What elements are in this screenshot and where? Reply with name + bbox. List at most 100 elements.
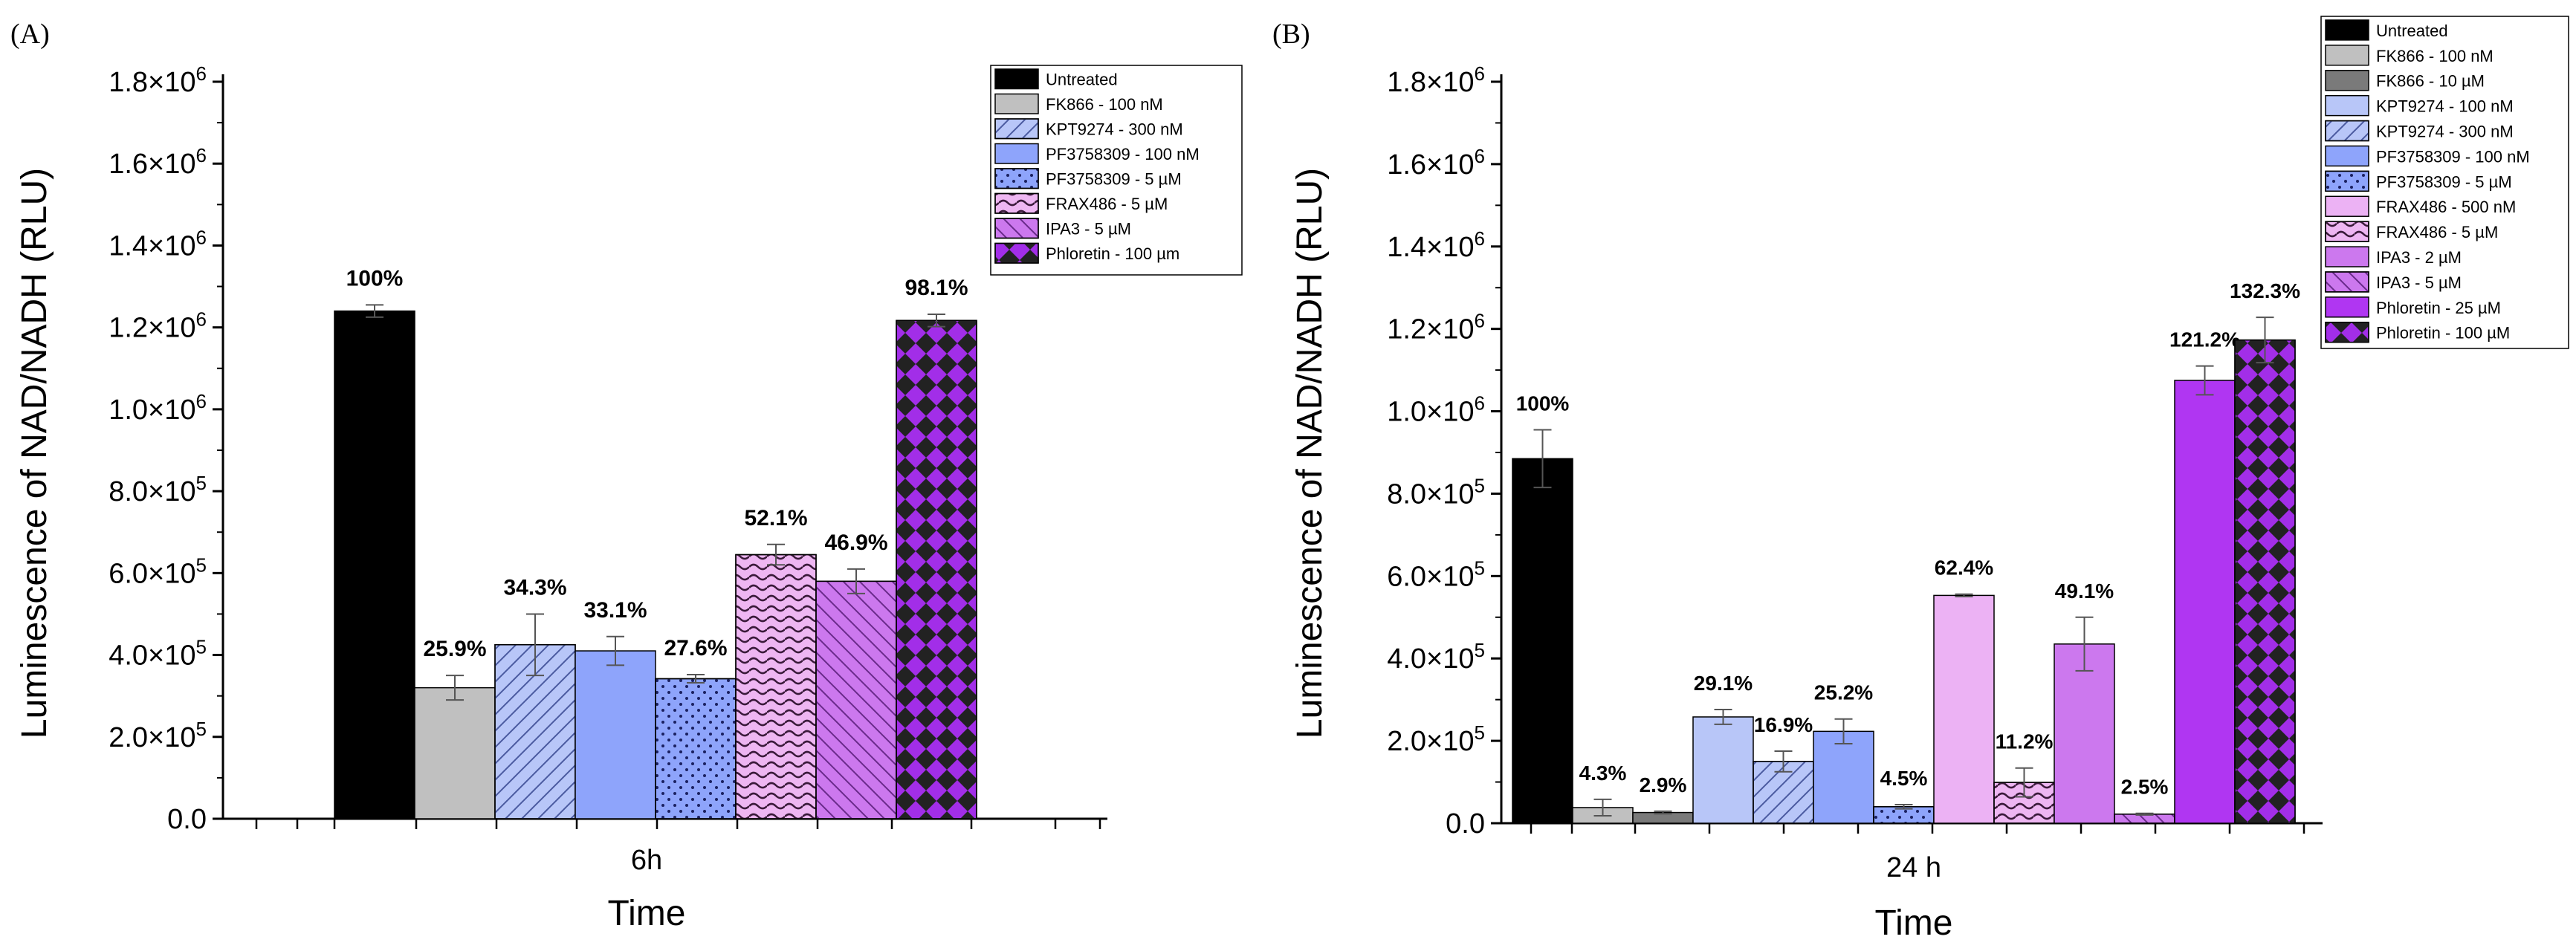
bar-pattern <box>815 580 897 819</box>
legend-label: FRAX486 - 5 µM <box>1046 195 1168 213</box>
y-tick-label: 8.0×105 <box>109 472 207 507</box>
legend-swatch <box>994 143 1039 164</box>
panel-label: (A) <box>10 19 50 50</box>
data-label: 2.9% <box>1640 773 1687 796</box>
bar <box>334 310 415 819</box>
legend-swatch <box>2325 246 2369 267</box>
legend-label: KPT9274 - 300 nM <box>1046 120 1183 139</box>
legend-swatch <box>2325 19 2369 41</box>
legend-label: Phloretin - 100 µm <box>1046 244 1179 263</box>
bar <box>2174 380 2236 824</box>
chart-panel-b: (B) 0.0 2.0×105 4.0×105 6.0×105 8.0×105 1.0×10… <box>1272 16 2569 943</box>
legend-label: PF3758309 - 100 nM <box>2376 147 2530 166</box>
legend-swatch-pattern <box>994 118 1039 140</box>
legend-swatch <box>2325 195 2369 217</box>
legend-label: PF3758309 - 5 µM <box>1046 170 1182 189</box>
y-tick-label: 1.4×106 <box>1387 227 1485 263</box>
legend-swatch-pattern <box>2325 221 2369 242</box>
chart-panel-a: (A) 0.0 2.0×105 4.0×105 6.0×105 8.0×105 1.0×10… <box>10 19 1243 933</box>
legend-label: FRAX486 - 500 nM <box>2376 198 2516 216</box>
legend-label: KPT9274 - 100 nM <box>2376 97 2514 116</box>
y-tick-label: 6.0×105 <box>109 554 207 589</box>
y-tick-label: 1.2×106 <box>1387 310 1485 345</box>
legend-label: FK866 - 100 nM <box>1046 95 1163 114</box>
y-tick-label: 2.0×105 <box>109 718 207 753</box>
data-label: 62.4% <box>1935 556 1993 580</box>
bar-pattern <box>2234 339 2296 824</box>
data-label: 4.3% <box>1579 762 1627 785</box>
bar-pattern <box>896 319 977 819</box>
y-tick-label: 1.0×106 <box>109 390 207 426</box>
bar-pattern <box>655 678 737 819</box>
data-label: 52.1% <box>744 506 807 530</box>
y-tick-label: 1.6×106 <box>1387 145 1485 181</box>
legend-label: FK866 - 10 µM <box>2376 72 2485 91</box>
legend-swatch <box>2325 145 2369 167</box>
data-label: 132.3% <box>2230 279 2300 302</box>
bar <box>1512 458 1573 824</box>
y-tick-label: 0.0 <box>1446 808 1485 840</box>
legend-swatch-pattern <box>994 168 1039 189</box>
x-category-label: 24 h <box>1886 852 1941 883</box>
legend-label: Untreated <box>1046 71 1118 89</box>
legend-label: KPT9274 - 300 nM <box>2376 123 2514 141</box>
data-label: 29.1% <box>1694 672 1753 695</box>
x-axis-label: Time <box>1875 903 1953 943</box>
bar <box>1933 594 1995 824</box>
bar <box>1813 730 1874 824</box>
y-tick-label: 4.0×105 <box>109 636 207 672</box>
data-label: 98.1% <box>904 276 968 300</box>
bar <box>575 650 656 819</box>
data-label: 27.6% <box>664 636 727 660</box>
data-label: 49.1% <box>2055 580 2114 603</box>
data-label: 16.9% <box>1754 713 1813 736</box>
legend-swatch <box>994 93 1039 114</box>
y-tick-label: 2.0×105 <box>1387 721 1485 757</box>
legend-label: Phloretin - 100 µM <box>2376 324 2510 343</box>
data-label: 46.9% <box>824 530 887 555</box>
bar-pattern <box>735 554 817 819</box>
legend-swatch-pattern <box>994 242 1039 264</box>
legend-swatch <box>994 68 1039 90</box>
data-label: 33.1% <box>583 598 647 623</box>
y-tick-label: 6.0×105 <box>1387 556 1485 592</box>
legend-label: PF3758309 - 100 nM <box>1046 145 1200 163</box>
legend-swatch-pattern <box>994 218 1039 239</box>
y-tick-label: 1.2×106 <box>109 308 207 344</box>
data-label: 25.9% <box>423 637 486 661</box>
y-tick-label: 1.8×106 <box>1387 62 1485 98</box>
bar <box>414 687 496 819</box>
y-tick-label: 1.8×106 <box>109 62 207 98</box>
legend-label: IPA3 - 2 µM <box>2376 248 2462 267</box>
legend-swatch-pattern <box>2325 120 2369 142</box>
data-label: 11.2% <box>1996 730 2054 753</box>
legend-label: FRAX486 - 5 µM <box>2376 223 2498 241</box>
legend-label: Untreated <box>2376 22 2448 40</box>
data-label: 100% <box>1516 392 1570 415</box>
x-category-label: 6h <box>631 845 662 876</box>
y-tick-label: 1.4×106 <box>109 226 207 262</box>
data-label: 4.5% <box>1880 767 1928 790</box>
y-axis-label: Luminescence of NAD/NADH (RLU) <box>1290 168 1330 739</box>
data-label: 100% <box>346 266 404 291</box>
y-tick-label: 1.6×106 <box>109 144 207 180</box>
y-tick-label: 8.0×105 <box>1387 474 1485 510</box>
bar <box>2054 643 2115 824</box>
legend-swatch <box>2325 70 2369 91</box>
data-label: 34.3% <box>503 575 566 600</box>
y-tick-label: 0.0 <box>167 804 207 835</box>
legend-label: IPA3 - 5 µM <box>2376 273 2462 292</box>
bar <box>1692 716 1754 824</box>
data-label: 121.2% <box>2169 328 2240 351</box>
legend-label: IPA3 - 5 µM <box>1046 220 1131 238</box>
y-tick-label: 1.0×106 <box>1387 392 1485 428</box>
legend-swatch <box>2325 296 2369 318</box>
legend-label: Phloretin - 25 µM <box>2376 299 2501 317</box>
legend-swatch-pattern <box>994 192 1039 214</box>
legend-label: FK866 - 100 nM <box>2376 47 2494 65</box>
legend-label: PF3758309 - 5 µM <box>2376 172 2512 191</box>
y-axis-label: Luminescence of NAD/NADH (RLU) <box>15 168 54 739</box>
legend-swatch <box>2325 94 2369 117</box>
data-label: 25.2% <box>1814 681 1873 704</box>
